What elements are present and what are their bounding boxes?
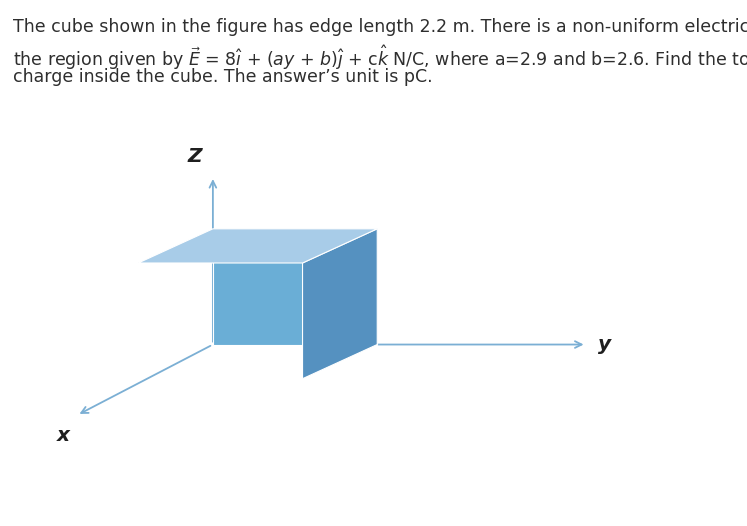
Text: y: y [598,335,611,354]
Text: the region given by $\vec{E}$ = 8$\hat{\imath}$ + ($ay$ + $b$)$\hat{\jmath}$ + c: the region given by $\vec{E}$ = 8$\hat{\… [13,43,747,72]
Text: The cube shown in the figure has edge length 2.2 m. There is a non-uniform elect: The cube shown in the figure has edge le… [13,18,747,36]
Polygon shape [303,229,377,379]
Text: x: x [57,426,69,445]
Polygon shape [213,229,377,345]
Text: Z: Z [187,147,202,166]
Text: charge inside the cube. The answer’s unit is pC.: charge inside the cube. The answer’s uni… [13,68,433,86]
Polygon shape [138,229,377,263]
